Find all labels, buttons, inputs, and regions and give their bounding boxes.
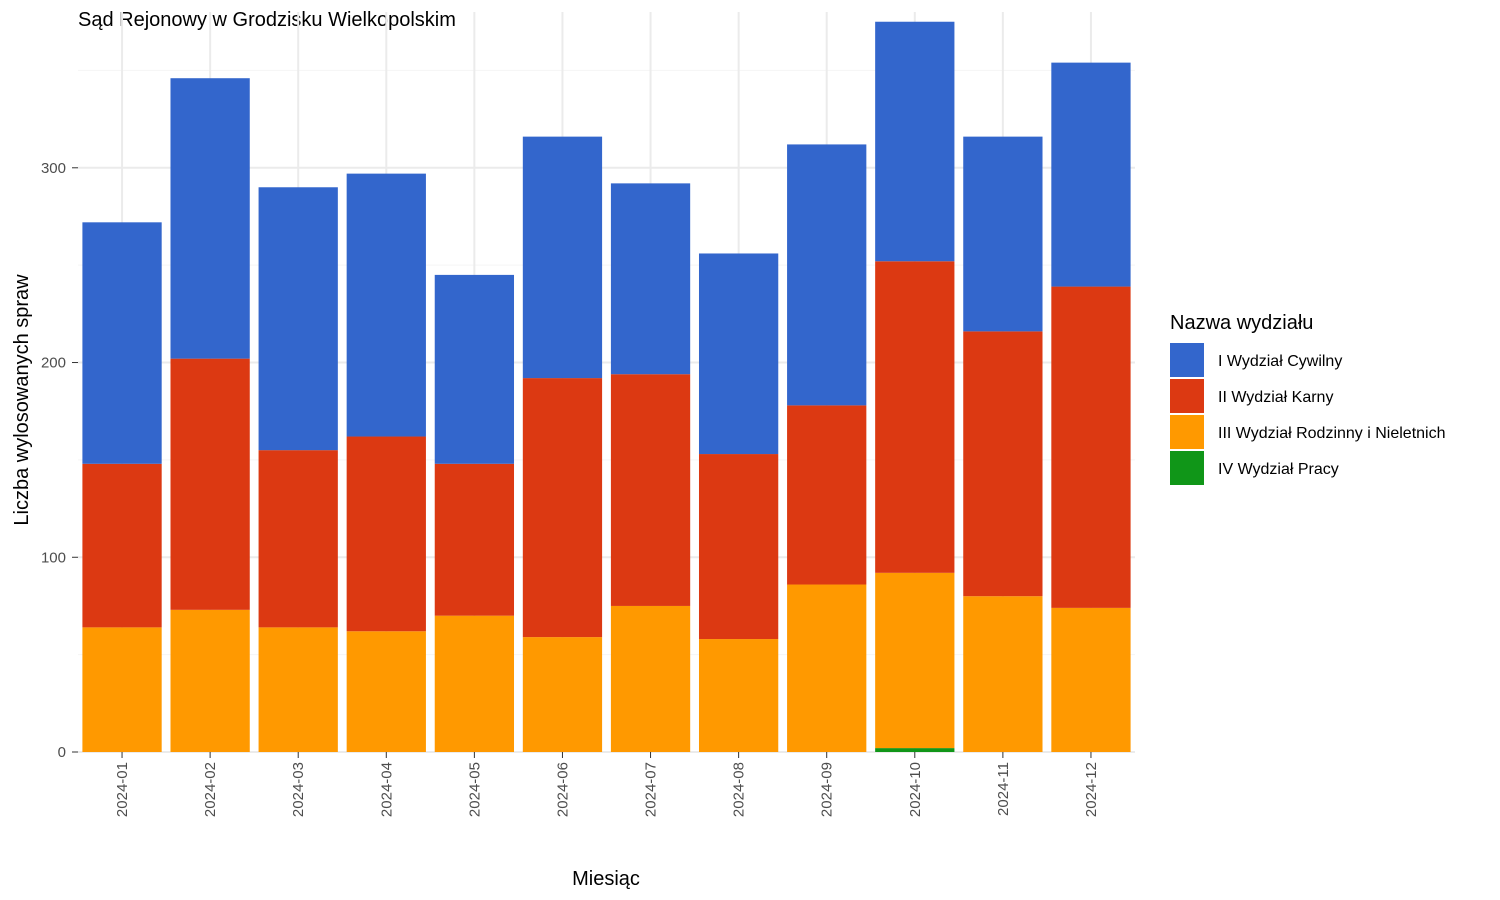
- bar-segment: [258, 187, 338, 451]
- x-axis-title: Miesiąc: [572, 868, 640, 890]
- bar-segment: [258, 450, 338, 628]
- bar-segment: [170, 609, 250, 752]
- bar-segment: [875, 748, 955, 752]
- bar-segment: [1051, 62, 1131, 287]
- bar-segment: [82, 463, 162, 628]
- bar-segment: [82, 222, 162, 464]
- bar-segment: [170, 358, 250, 610]
- bar-segment: [963, 331, 1043, 597]
- bar-segment: [346, 631, 426, 752]
- y-tick-label: 200: [41, 355, 66, 372]
- legend-label: III Wydział Rodzinny i Nieletnich: [1218, 425, 1446, 442]
- x-tick-label: 2024-10: [907, 762, 924, 817]
- x-tick-label: 2024-06: [554, 762, 571, 817]
- bar-segment: [875, 21, 955, 262]
- bar-segment: [610, 183, 691, 375]
- chart-title: Sąd Rejonowy w Grodzisku Wielkopolskim: [78, 9, 456, 31]
- legend-swatch: [1170, 343, 1204, 377]
- bar-segment: [82, 627, 162, 752]
- bar-segment: [698, 253, 779, 455]
- bar-segment: [875, 261, 955, 573]
- y-tick-label: 0: [58, 744, 66, 761]
- bar-segment: [787, 584, 867, 752]
- x-tick-label: 2024-05: [466, 762, 483, 817]
- bar-segment: [963, 596, 1043, 752]
- x-tick-label: 2024-04: [378, 762, 395, 817]
- bar-segment: [787, 405, 867, 585]
- legend-items: I Wydział Cywilny II Wydział Karny III Wyd…: [1170, 343, 1446, 485]
- y-tick-label: 300: [41, 160, 66, 177]
- bar-segment: [522, 637, 603, 752]
- bar-segment: [434, 463, 515, 616]
- bar-segment: [522, 136, 603, 379]
- legend-label: IV Wydział Pracy: [1218, 461, 1339, 478]
- bar-segment: [522, 378, 603, 638]
- x-tick-label: 2024-12: [1083, 762, 1100, 817]
- legend-label: II Wydział Karny: [1218, 389, 1333, 406]
- x-tick-label: 2024-08: [731, 762, 748, 817]
- x-tick-label: 2024-11: [995, 762, 1012, 816]
- bar-segment: [610, 605, 691, 752]
- bar-segment: [434, 274, 515, 464]
- x-tick-label: 2024-03: [290, 762, 307, 817]
- legend-label: I Wydział Cywilny: [1218, 353, 1342, 370]
- bar-segment: [258, 627, 338, 752]
- bar-segment: [698, 639, 779, 752]
- y-axis-ticks: 0 100 200 300: [41, 160, 78, 761]
- bar-segment: [346, 436, 426, 632]
- bar-segment: [698, 454, 779, 640]
- bar-segment: [610, 374, 691, 606]
- y-axis-title: Liczba wylosowanych spraw: [11, 274, 33, 526]
- x-tick-label: 2024-01: [114, 762, 131, 817]
- x-tick-label: 2024-09: [819, 762, 836, 817]
- bar-segment: [434, 615, 515, 752]
- bar-segment: [170, 78, 250, 359]
- bar-segment: [346, 173, 426, 437]
- bar-segment: [875, 572, 955, 749]
- legend-swatch: [1170, 379, 1204, 413]
- bar-segment: [1051, 286, 1131, 608]
- legend-swatch: [1170, 451, 1204, 485]
- y-tick-label: 100: [41, 549, 66, 566]
- bar-segment: [1051, 607, 1131, 752]
- legend-title: Nazwa wydziału: [1170, 312, 1313, 334]
- x-axis-ticks: 2024-01 2024-02 2024-03 2024-04 2024-05 2024-…: [114, 752, 1100, 817]
- x-tick-label: 2024-02: [202, 762, 219, 817]
- bars: [82, 21, 1131, 752]
- legend-swatch: [1170, 415, 1204, 449]
- bar-segment: [787, 144, 867, 406]
- x-tick-label: 2024-07: [643, 762, 660, 817]
- legend: Nazwa wydziału I Wydział Cywilny II Wydzi…: [1170, 312, 1446, 485]
- bar-segment: [963, 136, 1043, 332]
